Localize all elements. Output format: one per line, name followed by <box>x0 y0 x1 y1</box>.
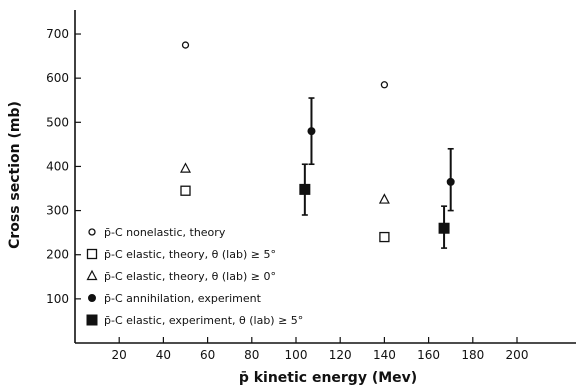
legend-marker <box>86 314 98 326</box>
data-point <box>446 177 455 186</box>
y-tick-label: 600 <box>46 71 69 85</box>
axes <box>74 10 576 344</box>
legend-label: p̄-C elastic, experiment, θ (lab) ≥ 5° <box>104 314 303 327</box>
x-tick-label: 40 <box>156 348 171 362</box>
data-point <box>380 81 389 89</box>
x-tick-label: 60 <box>200 348 215 362</box>
legend: p̄-C nonelastic, theory p̄-C elastic, the… <box>86 226 303 327</box>
legend-label: p̄-C nonelastic, theory <box>104 226 226 239</box>
legend-label: p̄-C annihilation, experiment <box>104 292 262 305</box>
y-tick-label: 400 <box>46 159 69 173</box>
legend-label: p̄-C elastic, theory, θ (lab) ≥ 0° <box>104 270 276 283</box>
x-tick-label: 180 <box>461 348 484 362</box>
x-tick-label: 140 <box>373 348 396 362</box>
x-tick-label: 80 <box>244 348 259 362</box>
data-point <box>299 183 311 195</box>
data-point <box>379 231 390 243</box>
y-axis-ticks: 100 200 300 400 500 600 700 <box>46 27 81 306</box>
x-tick-label: 160 <box>417 348 440 362</box>
x-tick-label: 120 <box>329 348 352 362</box>
x-tick-label: 200 <box>506 348 529 362</box>
data-point <box>378 193 390 204</box>
y-tick-label: 100 <box>46 292 69 306</box>
data-point <box>307 127 316 136</box>
legend-marker <box>86 248 98 260</box>
y-tick-label: 500 <box>46 115 69 129</box>
x-tick-label: 20 <box>112 348 127 362</box>
y-tick-label: 200 <box>46 248 69 262</box>
legend-marker <box>88 228 96 236</box>
x-axis-ticks: 20 40 60 80 100 120 140 160 180 200 <box>112 337 529 362</box>
y-tick-label: 300 <box>46 204 69 218</box>
y-axis-label: Cross section (mb) <box>7 101 23 249</box>
legend-label: p̄-C elastic, theory, θ (lab) ≥ 5° <box>104 248 276 261</box>
data-point <box>181 41 190 49</box>
data-point <box>180 162 191 173</box>
data-point <box>180 185 191 196</box>
x-tick-label: 100 <box>285 348 308 362</box>
legend-marker <box>88 294 96 302</box>
data-points <box>180 41 455 249</box>
y-tick-label: 700 <box>46 27 69 41</box>
data-point <box>438 222 450 234</box>
x-axis-label: p̄ kinetic energy (Mev) <box>239 370 417 386</box>
legend-marker <box>86 269 98 281</box>
